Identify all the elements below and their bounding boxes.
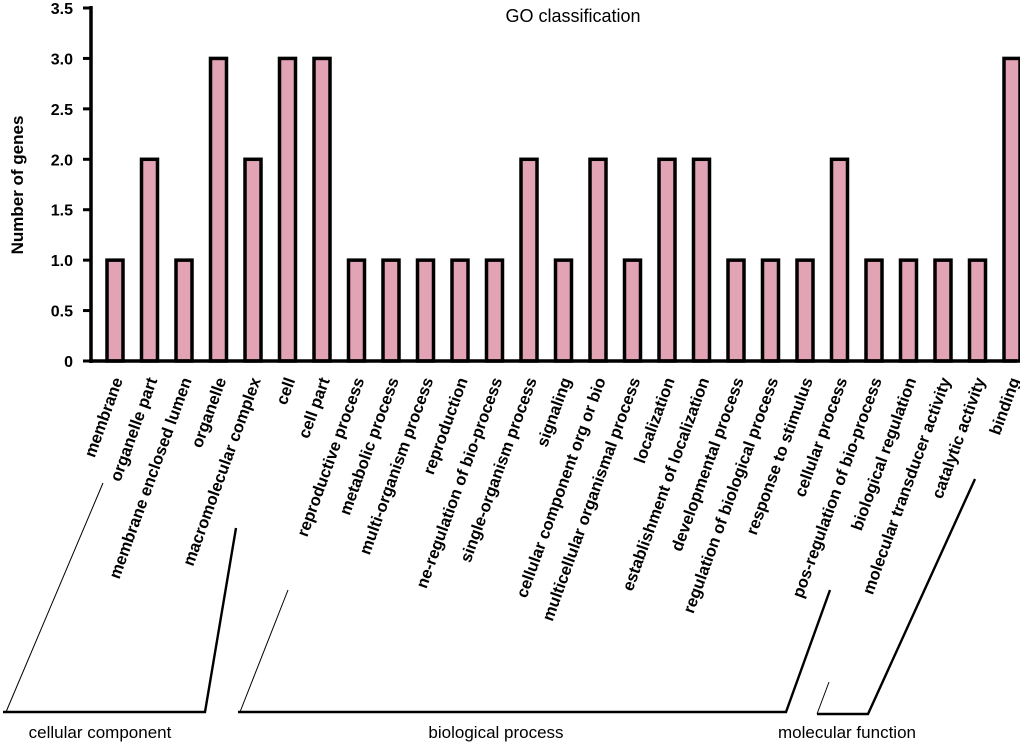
bar bbox=[346, 258, 367, 363]
group-bracket-leader bbox=[239, 589, 289, 713]
bar bbox=[795, 258, 815, 363]
x-tick-label: cell part bbox=[295, 375, 334, 441]
x-tick-label: cell bbox=[273, 375, 299, 407]
y-tick-label: 2.0 bbox=[51, 152, 73, 169]
y-tick-label: 1.0 bbox=[51, 253, 73, 270]
bar bbox=[174, 258, 194, 363]
chart-title: GO classification bbox=[505, 6, 640, 26]
y-axis-ticks: 0 0.5 1.0 1.5 2.0 2.5 3.0 3.5 bbox=[51, 1, 91, 371]
y-tick-label: 3.5 bbox=[51, 1, 73, 18]
bar bbox=[829, 157, 850, 363]
category-groups: cellular component biological process mole… bbox=[3, 478, 977, 742]
bar bbox=[898, 258, 919, 363]
x-tick-label: binding bbox=[986, 375, 1020, 437]
bar bbox=[105, 258, 125, 363]
axes bbox=[89, 6, 1017, 363]
group-bracket bbox=[238, 589, 832, 714]
bar bbox=[381, 258, 401, 363]
group-bracket bbox=[817, 478, 977, 716]
bar bbox=[588, 157, 608, 363]
x-tick-label: macromolecular complex bbox=[180, 374, 265, 568]
bar bbox=[726, 258, 746, 363]
y-tick-label: 2.5 bbox=[51, 102, 73, 119]
bar bbox=[691, 157, 712, 363]
bar bbox=[312, 56, 332, 363]
bar bbox=[450, 258, 470, 363]
bar bbox=[1002, 56, 1020, 363]
bar bbox=[967, 258, 988, 363]
group-label: biological process bbox=[428, 723, 563, 742]
bar bbox=[622, 258, 643, 363]
y-tick-label: 0.5 bbox=[51, 304, 73, 321]
y-axis-label: Number of genes bbox=[8, 116, 27, 255]
group-bracket-leader bbox=[816, 681, 830, 715]
y-tick-label: 0 bbox=[64, 354, 73, 371]
bar bbox=[484, 258, 505, 363]
bar bbox=[139, 157, 160, 363]
group-bracket-leader bbox=[5, 482, 104, 713]
bar bbox=[208, 56, 229, 363]
group-bracket bbox=[3, 527, 238, 714]
bar bbox=[933, 258, 953, 363]
bar bbox=[553, 258, 574, 363]
bars bbox=[105, 56, 1020, 363]
group-label: molecular function bbox=[778, 723, 916, 742]
bar bbox=[415, 258, 436, 363]
bar bbox=[519, 157, 539, 363]
y-tick-label: 3.0 bbox=[51, 51, 73, 68]
bar bbox=[243, 157, 263, 363]
bar bbox=[277, 56, 298, 363]
bar bbox=[864, 258, 884, 363]
group-label: cellular component bbox=[29, 723, 172, 742]
bar bbox=[657, 157, 677, 363]
bar bbox=[760, 258, 781, 363]
y-tick-label: 1.5 bbox=[51, 203, 73, 220]
